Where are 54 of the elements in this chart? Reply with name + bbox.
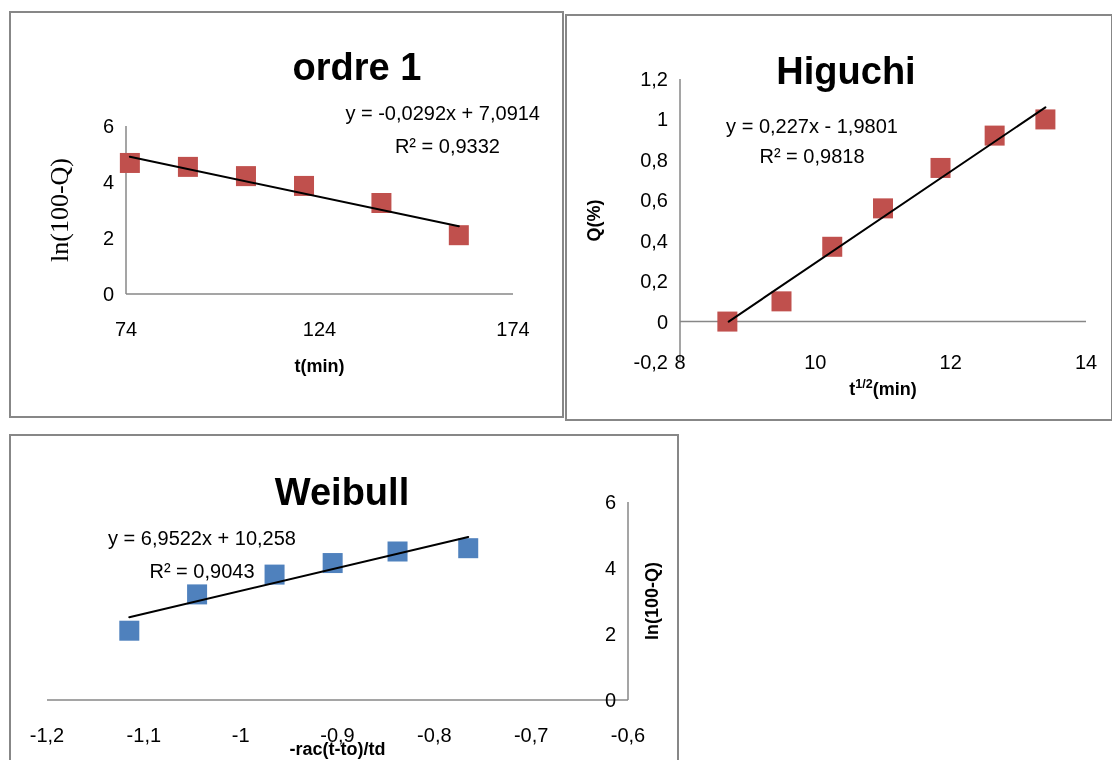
x-axis-title: t(min) <box>294 356 345 376</box>
y-tick-label: 0,8 <box>640 148 668 171</box>
point <box>873 198 893 219</box>
y-tick-label: -0,2 <box>633 351 668 373</box>
y-tick-label: 1 <box>656 108 668 131</box>
x-tick-label: -1,1 <box>126 724 162 746</box>
point <box>1035 109 1056 130</box>
x-tick-label: -1,2 <box>29 724 65 746</box>
x-tick-label: 124 <box>302 318 337 340</box>
annotation: y = 6,9522x + 10,258 <box>108 527 296 549</box>
y-tick-label: 0 <box>656 310 668 333</box>
x-tick-label: -0,7 <box>513 724 549 746</box>
y-tick-label: 0,6 <box>640 189 668 212</box>
point <box>294 175 315 196</box>
y-tick-label: 0,2 <box>640 270 668 293</box>
y-tick-label: 0,4 <box>640 229 668 252</box>
point <box>717 311 738 332</box>
point <box>119 620 140 641</box>
x-tick-label: -1 <box>231 724 250 746</box>
point <box>264 564 285 585</box>
annotation: y = 0,227x - 1,9801 <box>726 115 898 137</box>
x-tick-label: 10 <box>804 351 827 373</box>
point <box>119 152 140 173</box>
y-tick-label: 4 <box>102 171 114 193</box>
annotation: R² = 0,9818 <box>759 145 865 167</box>
x-tick-label: 74 <box>114 318 138 340</box>
x-tick-label: 8 <box>674 351 686 373</box>
y2-tick-label: 4 <box>604 557 616 579</box>
y2-tick-label: 2 <box>604 623 616 645</box>
chart-title: Higuchi <box>776 50 916 92</box>
y-tick-label: 6 <box>102 115 114 137</box>
x-tick-label: -0,6 <box>610 724 646 746</box>
y-axis-title: Q(%) <box>584 199 604 242</box>
x-tick-label: 12 <box>939 351 962 373</box>
y2-axis-title: ln(100-Q) <box>642 561 662 641</box>
y2-tick-label: 6 <box>604 491 616 513</box>
y-tick-label: 1,2 <box>640 68 668 90</box>
chart-title: ordre 1 <box>292 46 422 88</box>
y-tick-label: 2 <box>102 227 114 249</box>
y2-tick-label: 0 <box>604 689 616 711</box>
annotation: R² = 0,9043 <box>149 560 255 582</box>
x-tick-label: 14 <box>1074 351 1098 373</box>
x-axis-title: t$^{1/2}$(min) <box>849 377 917 399</box>
annotation: R² = 0,9332 <box>394 135 500 157</box>
point <box>458 538 479 559</box>
point <box>930 157 951 178</box>
x-tick-label: -0,8 <box>417 724 452 746</box>
y-axis-title: ln(100-Q) <box>45 158 74 262</box>
chart-title: Weibull <box>274 471 410 513</box>
point <box>448 225 469 246</box>
x-tick-label: 174 <box>496 318 530 340</box>
text: y = -0,0292x + 7,0914 <box>345 102 540 124</box>
point <box>771 291 792 312</box>
y-tick-label: 0 <box>102 283 114 305</box>
